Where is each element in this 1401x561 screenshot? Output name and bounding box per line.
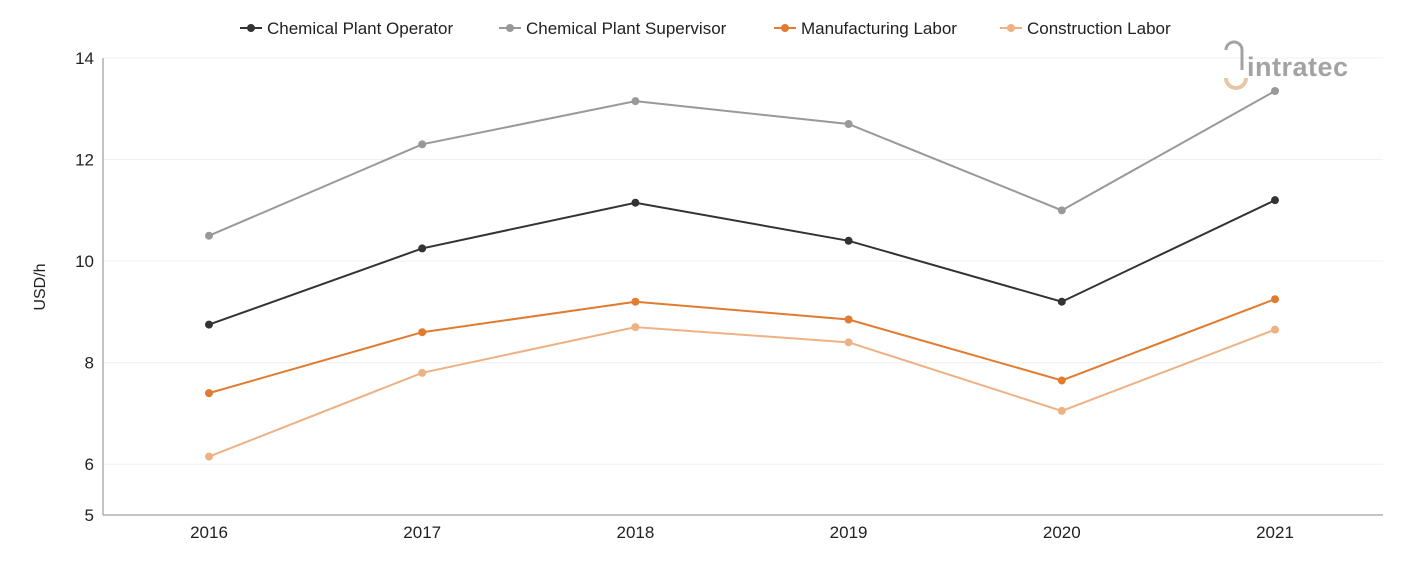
data-point bbox=[844, 120, 853, 129]
y-tick-labels: 5 6 8 10 12 14 bbox=[75, 49, 94, 525]
data-point bbox=[205, 320, 213, 329]
y-tick-label: 12 bbox=[75, 151, 94, 170]
x-tick-label: 2016 bbox=[190, 523, 228, 542]
legend-item: Manufacturing Labor bbox=[774, 19, 957, 38]
legend-swatch-dot bbox=[781, 24, 789, 32]
series-line bbox=[208, 199, 1276, 326]
data-point bbox=[418, 244, 427, 253]
data-point bbox=[631, 198, 640, 207]
series-construction-labor bbox=[205, 323, 1279, 461]
grid-lines bbox=[103, 57, 1383, 465]
y-axis-label: USD/h bbox=[32, 263, 49, 310]
data-point bbox=[205, 389, 213, 398]
data-point bbox=[631, 297, 640, 306]
legend-label: Manufacturing Labor bbox=[801, 19, 957, 38]
data-point bbox=[205, 231, 213, 240]
watermark-text: intratec bbox=[1247, 52, 1349, 82]
series-line bbox=[208, 90, 1276, 237]
data-point bbox=[1057, 206, 1066, 215]
legend-swatch-dot bbox=[247, 24, 255, 32]
y-tick-label: 8 bbox=[85, 354, 94, 373]
y-tick-label: 14 bbox=[75, 49, 94, 68]
data-point bbox=[1057, 406, 1066, 415]
data-point bbox=[1271, 196, 1279, 205]
data-point bbox=[631, 97, 640, 106]
y-tick-label: 6 bbox=[85, 455, 94, 474]
data-point bbox=[844, 338, 853, 347]
y-tick-label: 10 bbox=[75, 252, 94, 271]
x-tick-label: 2017 bbox=[403, 523, 441, 542]
legend-label: Chemical Plant Operator bbox=[267, 19, 453, 38]
data-point bbox=[1057, 376, 1066, 385]
legend-item: Chemical Plant Supervisor bbox=[499, 19, 727, 38]
legend-swatch-dot bbox=[506, 24, 514, 32]
watermark: intratec bbox=[1224, 40, 1349, 90]
axes bbox=[102, 58, 1383, 516]
x-tick-label: 2019 bbox=[830, 523, 868, 542]
data-point bbox=[418, 140, 427, 149]
series-line bbox=[208, 298, 1276, 395]
data-point bbox=[1271, 295, 1279, 304]
data-point bbox=[418, 368, 427, 377]
series-line bbox=[208, 326, 1276, 458]
legend-item: Construction Labor bbox=[1000, 19, 1171, 38]
y-tick-label: 5 bbox=[85, 506, 94, 525]
data-point bbox=[1057, 297, 1066, 306]
series-lines bbox=[205, 87, 1279, 461]
intratec-logo-icon bbox=[1224, 40, 1248, 90]
series-chemical-plant-supervisor bbox=[205, 87, 1279, 240]
legend-label: Chemical Plant Supervisor bbox=[526, 19, 727, 38]
x-tick-label: 2018 bbox=[616, 523, 654, 542]
legend-swatch-dot bbox=[1007, 24, 1015, 32]
legend-label: Construction Labor bbox=[1027, 19, 1171, 38]
data-point bbox=[418, 328, 427, 337]
series-chemical-plant-operator bbox=[205, 196, 1279, 329]
x-tick-label: 2020 bbox=[1043, 523, 1081, 542]
data-point bbox=[205, 452, 213, 461]
series-manufacturing-labor bbox=[205, 295, 1279, 398]
legend: Chemical Plant Operator Chemical Plant Su… bbox=[240, 19, 1171, 38]
legend-item: Chemical Plant Operator bbox=[240, 19, 453, 38]
x-tick-labels: 2016 2017 2018 2019 2020 2021 bbox=[190, 523, 1294, 542]
data-point bbox=[844, 236, 853, 245]
x-tick-label: 2021 bbox=[1256, 523, 1294, 542]
data-point bbox=[631, 323, 640, 332]
data-point bbox=[1271, 87, 1279, 96]
data-point bbox=[844, 315, 853, 324]
data-point bbox=[1271, 325, 1279, 334]
